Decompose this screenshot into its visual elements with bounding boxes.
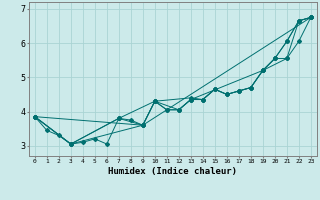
- X-axis label: Humidex (Indice chaleur): Humidex (Indice chaleur): [108, 167, 237, 176]
